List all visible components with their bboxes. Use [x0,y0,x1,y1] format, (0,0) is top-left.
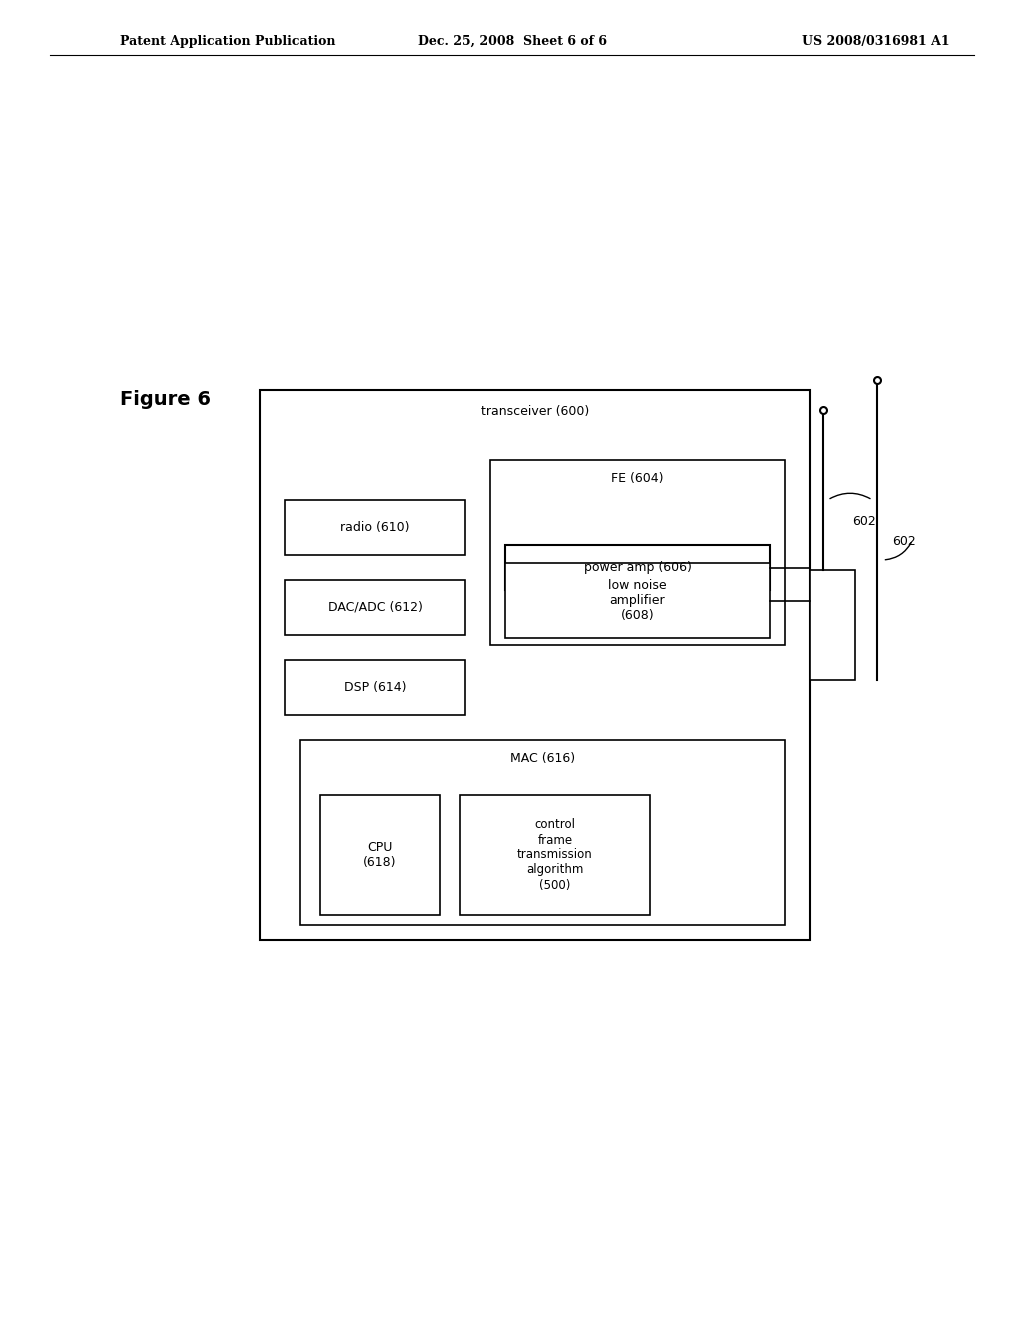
Text: control
frame
transmission
algorithm
(500): control frame transmission algorithm (50… [517,818,593,891]
Text: Dec. 25, 2008  Sheet 6 of 6: Dec. 25, 2008 Sheet 6 of 6 [418,36,606,48]
FancyBboxPatch shape [285,660,465,715]
Text: low noise
amplifier
(608): low noise amplifier (608) [608,579,667,622]
FancyBboxPatch shape [260,389,810,940]
Text: 602: 602 [853,515,877,528]
Text: power amp (606): power amp (606) [584,561,691,574]
FancyBboxPatch shape [319,795,440,915]
Text: CPU
(618): CPU (618) [364,841,396,869]
FancyBboxPatch shape [490,459,785,645]
Text: Figure 6: Figure 6 [120,389,211,409]
Text: DSP (614): DSP (614) [344,681,407,694]
Text: radio (610): radio (610) [340,521,410,535]
Text: 602: 602 [893,535,916,548]
Text: DAC/ADC (612): DAC/ADC (612) [328,601,423,614]
FancyBboxPatch shape [505,564,770,638]
FancyBboxPatch shape [300,741,785,925]
FancyBboxPatch shape [285,579,465,635]
FancyBboxPatch shape [285,500,465,554]
Text: MAC (616): MAC (616) [510,752,575,766]
Text: transceiver (600): transceiver (600) [481,405,589,418]
FancyBboxPatch shape [810,570,855,680]
FancyBboxPatch shape [505,545,770,590]
Text: Patent Application Publication: Patent Application Publication [120,36,336,48]
Text: FE (604): FE (604) [611,473,664,484]
Text: US 2008/0316981 A1: US 2008/0316981 A1 [803,36,950,48]
FancyBboxPatch shape [460,795,650,915]
